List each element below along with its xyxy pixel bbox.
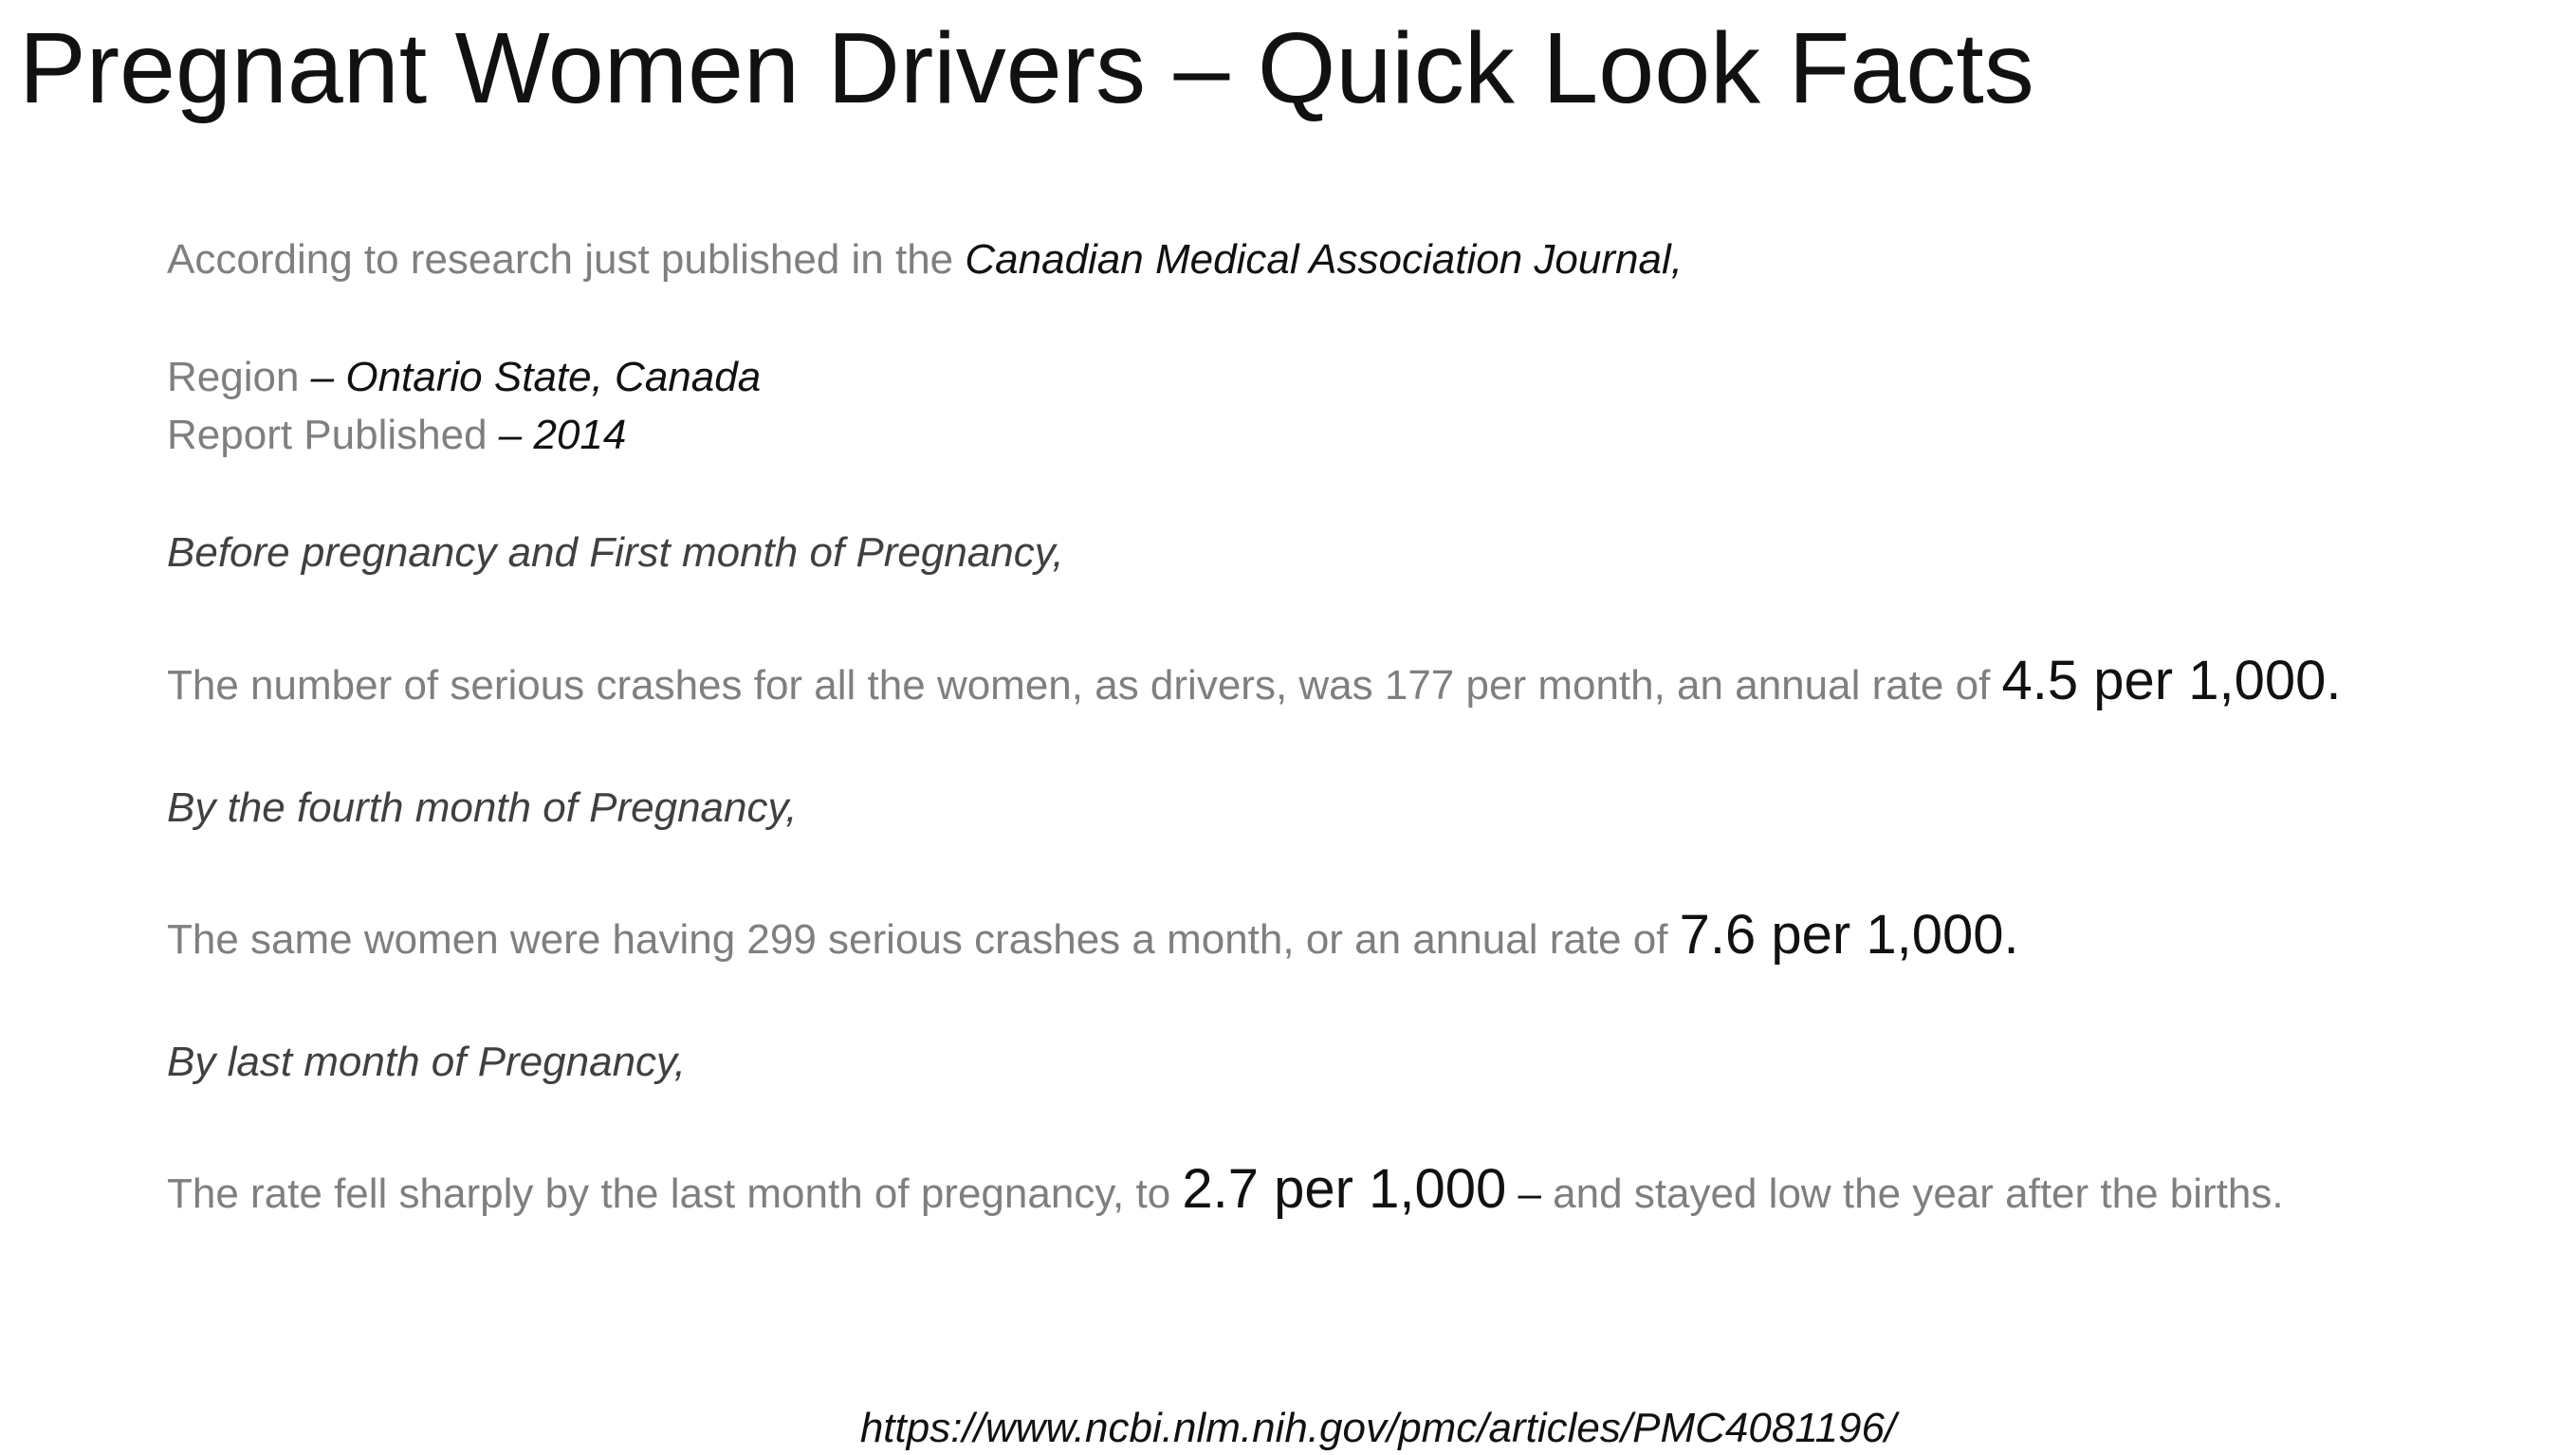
report-published-label: Report Published xyxy=(167,412,488,458)
section-text-last-month: The rate fell sharply by the last month … xyxy=(167,1162,2284,1221)
section-text: The rate fell sharply by the last month … xyxy=(167,1170,1183,1217)
rate-highlight: 2.7 per 1,000 xyxy=(1182,1158,1507,1220)
section-text: The number of serious crashes for all th… xyxy=(167,662,2002,709)
source-url: https://www.ncbi.nlm.nih.gov/pmc/article… xyxy=(859,1405,1897,1451)
section-text-fourth-month: The same women were having 299 serious c… xyxy=(167,908,2019,967)
section-text-before-pregnancy: The number of serious crashes for all th… xyxy=(167,654,2342,712)
region-line: Region – Ontario State, Canada xyxy=(167,351,761,404)
report-published-value: – 2014 xyxy=(487,412,627,458)
rate-highlight: 4.5 per 1,000. xyxy=(2001,650,2342,711)
section-heading-last-month: By last month of Pregnancy, xyxy=(167,1039,687,1085)
section-text: The same women were having 299 serious c… xyxy=(167,916,1680,963)
intro-line: According to research just published in … xyxy=(167,233,1683,286)
region-label: Region xyxy=(167,354,300,400)
rate-highlight: 7.6 per 1,000. xyxy=(1679,904,2019,966)
section-text-suffix: and stayed low the year after the births… xyxy=(1540,1170,2284,1217)
report-published-line: Report Published – 2014 xyxy=(167,409,626,462)
dash-separator: – xyxy=(1506,1170,1541,1217)
intro-prefix: According to research just published in … xyxy=(167,236,966,283)
journal-name: Canadian Medical Association Journal, xyxy=(965,236,1683,283)
section-heading-before-pregnancy: Before pregnancy and First month of Preg… xyxy=(167,529,1064,576)
region-value: – Ontario State, Canada xyxy=(299,354,762,400)
section-heading-fourth-month: By the fourth month of Pregnancy, xyxy=(167,784,798,831)
slide-title: Pregnant Women Drivers – Quick Look Fact… xyxy=(19,12,2034,124)
